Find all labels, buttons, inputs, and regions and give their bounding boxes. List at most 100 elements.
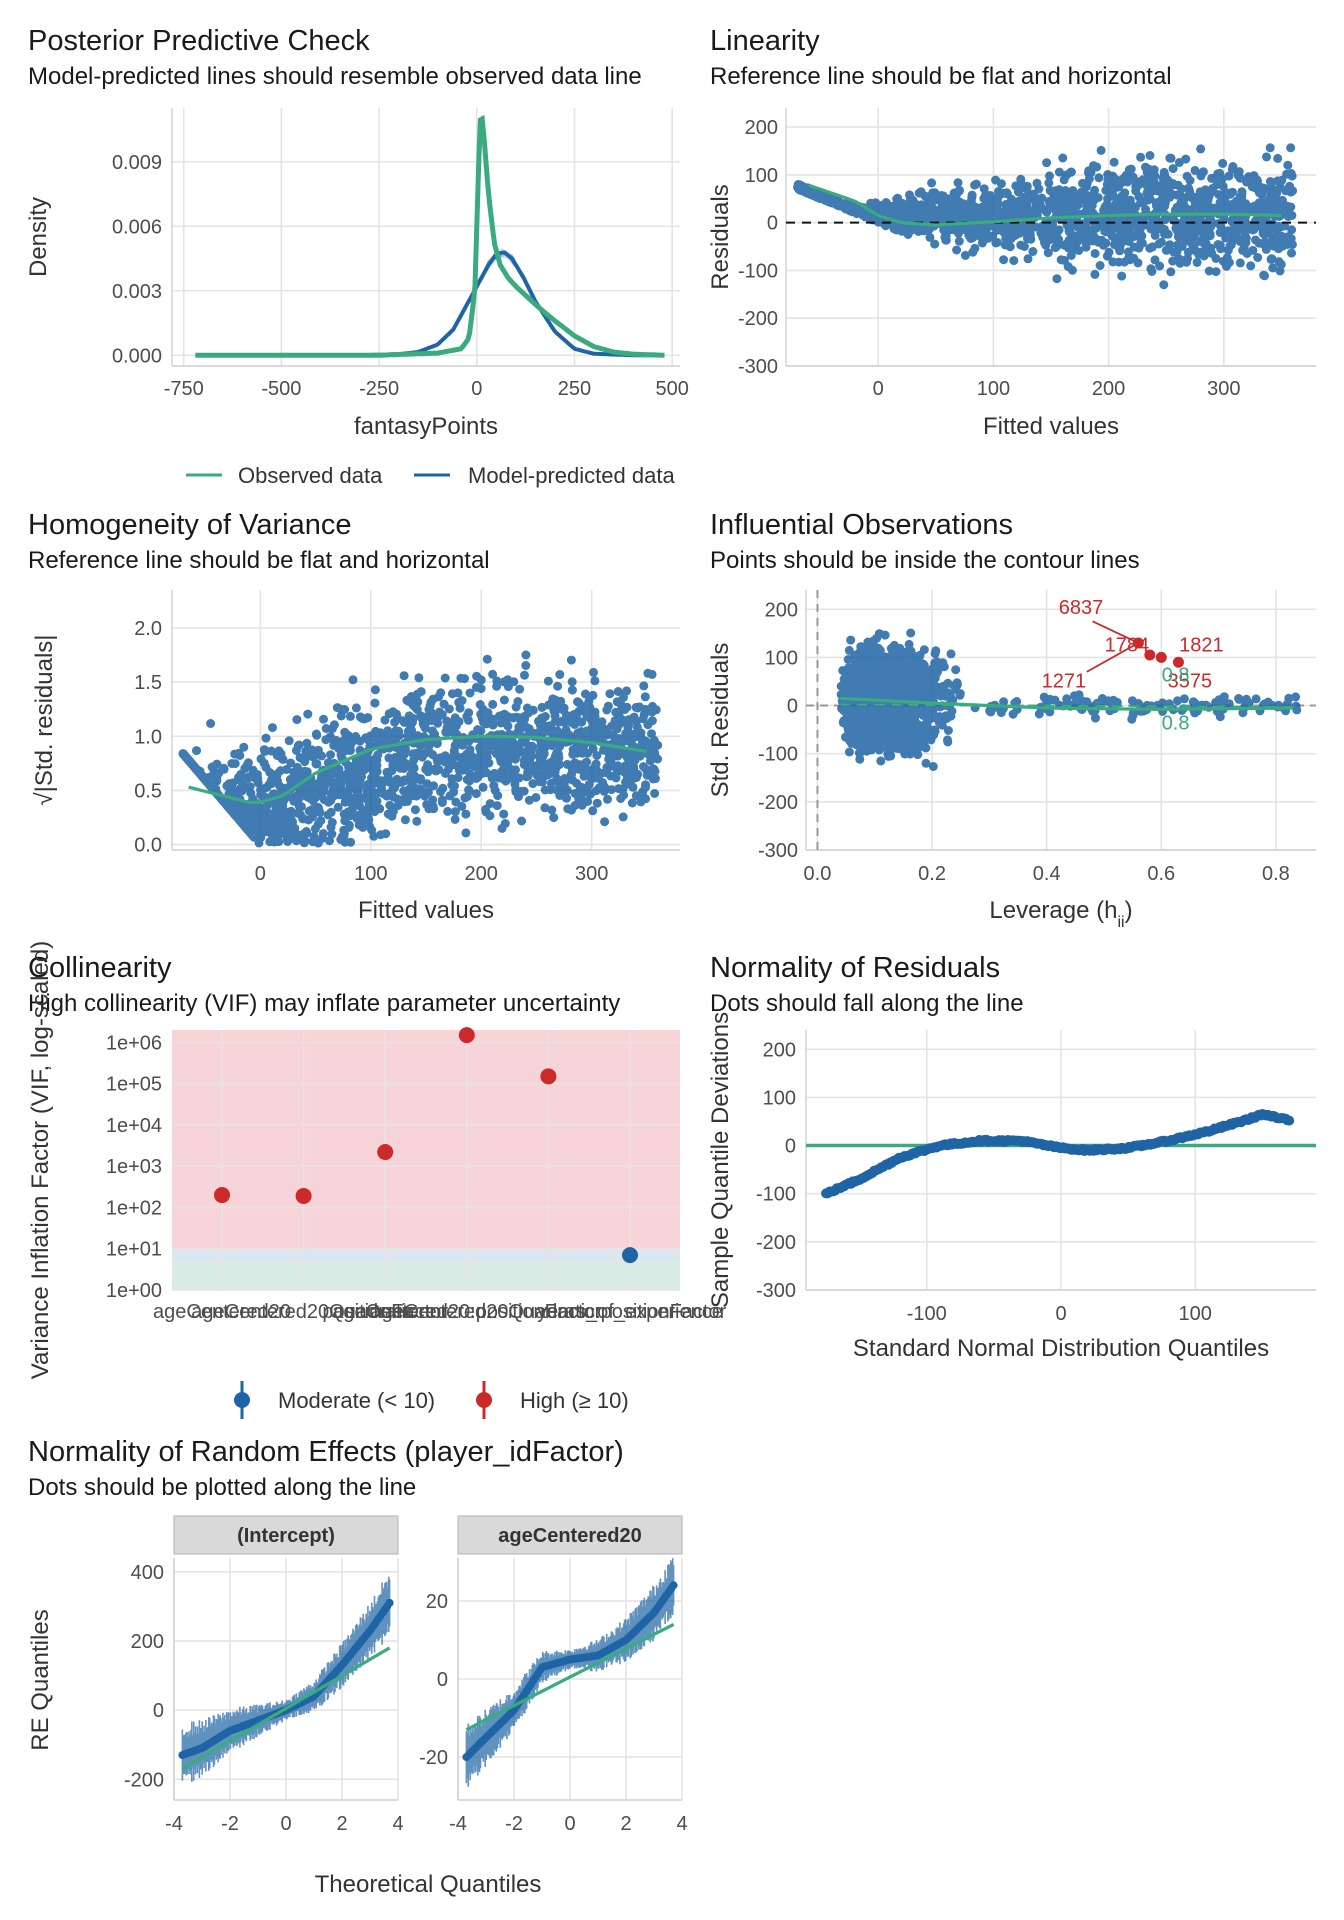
linearity-point	[1222, 261, 1231, 271]
linearity-point	[1262, 152, 1271, 162]
linearity-point	[1163, 229, 1173, 239]
ppc-predicted-draw	[195, 252, 665, 356]
homogeneity-point	[515, 684, 525, 694]
homogeneity-point	[345, 746, 355, 756]
linearity-point	[1082, 179, 1092, 189]
linearity-point	[1287, 240, 1297, 250]
homogeneity-point	[412, 816, 422, 826]
linearity-point	[1182, 257, 1191, 267]
linearity-point	[1002, 188, 1012, 198]
homogeneity-point	[300, 766, 310, 776]
influential-point	[843, 655, 853, 664]
homogeneity-point	[575, 760, 585, 770]
influential-point	[875, 646, 885, 655]
influential-point	[888, 648, 898, 658]
homogeneity-point	[629, 729, 639, 739]
linearity-point	[1159, 167, 1169, 177]
influential-xtick: 0.8	[1262, 863, 1290, 885]
homogeneity-point	[587, 723, 597, 733]
homogeneity-point	[346, 798, 356, 808]
linearity-point	[1222, 253, 1232, 263]
linearity-point	[1213, 240, 1223, 249]
homogeneity-point	[334, 767, 344, 777]
homogeneity-point	[445, 791, 455, 801]
homogeneity-point	[474, 765, 484, 775]
homogeneity-point	[597, 717, 607, 727]
homogeneity-point	[382, 767, 392, 777]
linearity-point	[1124, 165, 1134, 175]
homogeneity-point	[537, 717, 547, 727]
linearity-point	[1084, 168, 1093, 178]
homogeneity-point	[570, 801, 580, 810]
homogeneity-point	[549, 706, 559, 716]
linearity-point	[952, 245, 962, 255]
linearity-point	[1226, 240, 1236, 250]
linearity-point	[977, 202, 987, 212]
homogeneity-point	[332, 703, 342, 713]
homogeneity-subtitle: Reference line should be flat and horizo…	[28, 547, 490, 574]
influential-point	[876, 756, 886, 766]
linearity-point	[1190, 165, 1200, 175]
homogeneity-point	[379, 789, 389, 799]
linearity-point	[1268, 263, 1278, 273]
homogeneity-point	[345, 711, 355, 721]
linearity-point	[1052, 274, 1062, 284]
linearity-ytick: 200	[745, 117, 778, 139]
homogeneity-point	[588, 806, 598, 816]
linearity-point	[1265, 143, 1275, 153]
linearity-point	[1207, 173, 1217, 183]
linearity-point	[1189, 231, 1199, 241]
linearity-point	[1081, 219, 1090, 229]
homogeneity-point	[256, 754, 266, 764]
homogeneity-point	[441, 768, 450, 778]
linearity-point	[825, 195, 835, 205]
linearity-point	[1194, 249, 1204, 259]
linearity-point	[999, 255, 1009, 265]
linearity-point	[1056, 255, 1066, 265]
linearity-point	[1114, 182, 1124, 192]
linearity-point	[1150, 255, 1160, 265]
homogeneity-point	[524, 708, 533, 718]
linearity-point	[1089, 161, 1099, 171]
linearity-point	[914, 188, 924, 198]
homogeneity-point	[197, 771, 207, 781]
homogeneity-point	[308, 752, 318, 762]
linearity-point	[1032, 178, 1042, 188]
homogeneity-point	[487, 719, 497, 729]
linearity-point	[1172, 202, 1182, 212]
linearity-xtick: 200	[1092, 378, 1125, 400]
influential-point	[856, 642, 866, 652]
influential-point	[846, 635, 856, 645]
linearity-point	[1174, 158, 1184, 167]
influential-title: Influential Observations	[710, 509, 1013, 541]
homogeneity-point	[371, 761, 381, 771]
homogeneity-point	[412, 705, 422, 715]
homogeneity-point	[567, 677, 577, 687]
homogeneity-point	[624, 768, 634, 778]
homogeneity-point	[549, 813, 559, 823]
homogeneity-point	[364, 784, 374, 794]
homogeneity-point	[272, 769, 282, 779]
linearity-xtick: 100	[977, 378, 1010, 400]
homogeneity-point	[502, 719, 512, 729]
homogeneity-point	[399, 671, 409, 681]
linearity-point	[971, 179, 981, 189]
linearity-point	[964, 230, 974, 240]
homogeneity-point	[406, 732, 416, 741]
homogeneity-point	[325, 732, 335, 742]
homogeneity-point	[303, 709, 313, 719]
homogeneity-point	[552, 785, 562, 795]
homogeneity-point	[400, 815, 410, 825]
linearity-point	[1050, 192, 1060, 202]
linearity-point	[1173, 232, 1183, 242]
homogeneity-point	[286, 758, 296, 768]
homogeneity-point	[346, 837, 356, 847]
homogeneity-point	[318, 829, 328, 838]
homogeneity-point	[292, 715, 302, 725]
ppc-subtitle: Model-predicted lines should resemble ob…	[28, 63, 642, 90]
linearity-point	[1130, 216, 1140, 226]
homogeneity-point	[447, 780, 457, 790]
homogeneity-point	[465, 745, 475, 755]
homogeneity-point	[230, 809, 239, 819]
linearity-point	[1169, 180, 1179, 190]
